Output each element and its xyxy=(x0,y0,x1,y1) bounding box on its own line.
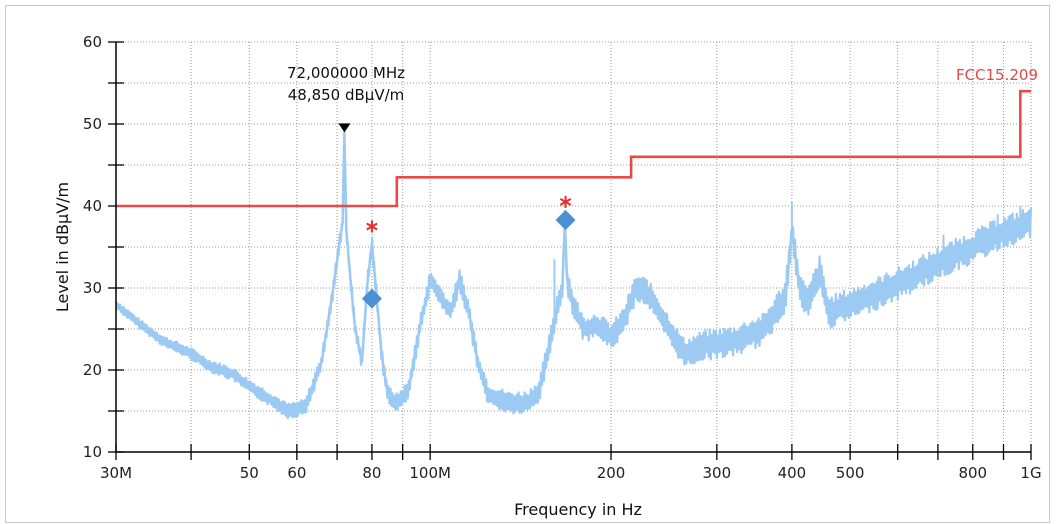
peak-marker-frequency: 72,000000 MHz xyxy=(287,64,405,82)
axis-ticks: 10 20 30 40 50 60 30M 50 60 80 100M 200 300 400 500 800… xyxy=(83,33,1042,482)
y-tick-label: 60 xyxy=(83,33,102,51)
preliminary-peak-asterisk xyxy=(559,195,572,208)
x-tick-label: 300 xyxy=(703,464,732,482)
spectrum-layer xyxy=(114,130,1033,420)
asterisk-stroke xyxy=(559,198,572,206)
final-measurement-diamond xyxy=(555,209,576,230)
x-tick-label: 50 xyxy=(240,464,259,482)
x-tick-label: 200 xyxy=(597,464,626,482)
y-tick-label: 40 xyxy=(83,197,102,215)
limit-line xyxy=(116,89,1031,208)
preliminary-peak-asterisk xyxy=(366,220,378,233)
markers-layer xyxy=(338,123,576,309)
x-tick-label: 80 xyxy=(362,464,381,482)
y-tick-label: 30 xyxy=(83,279,102,297)
x-tick-label: 500 xyxy=(836,464,865,482)
y-tick-label: 50 xyxy=(83,115,102,133)
limit-layer xyxy=(116,89,1031,208)
y-axis-title: Level in dBµV/m xyxy=(53,182,72,312)
x-tick-label: 800 xyxy=(958,464,987,482)
asterisk-stroke xyxy=(366,222,378,231)
y-tick-label: 20 xyxy=(83,361,102,379)
x-axis-title: Frequency in Hz xyxy=(514,500,642,519)
peak-marker-triangle xyxy=(338,123,351,133)
x-tick-label: 60 xyxy=(287,464,306,482)
y-tick-label: 10 xyxy=(83,443,102,461)
limit-line-label: FCC15.209 xyxy=(956,66,1038,84)
x-tick-label: 400 xyxy=(778,464,807,482)
chart-frame xyxy=(5,5,1050,523)
x-tick-label: 1G xyxy=(1020,464,1041,482)
final-measurement-diamond xyxy=(361,288,382,309)
peak-marker-level: 48,850 dBµV/m xyxy=(288,86,405,104)
x-tick-label: 30M xyxy=(100,464,132,482)
spectrum-noise-trace xyxy=(114,152,1033,420)
x-tick-label: 100M xyxy=(409,464,451,482)
